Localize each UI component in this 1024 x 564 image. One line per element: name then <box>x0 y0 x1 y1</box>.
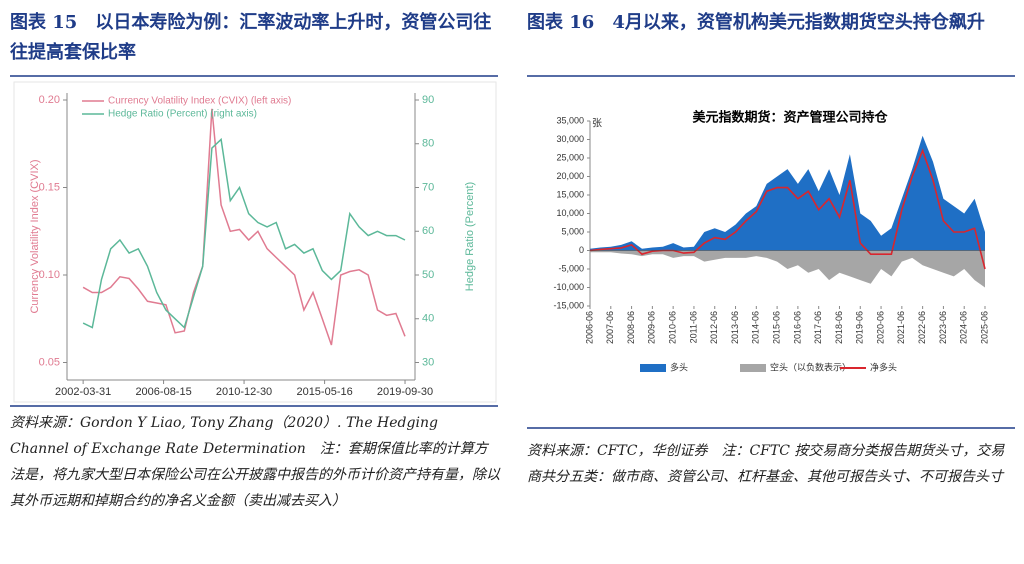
x-tick-label: 2025-06 <box>979 311 989 344</box>
x-tick-label: 2021-06 <box>896 311 906 344</box>
x-tick-label: 2014-06 <box>751 311 761 344</box>
legend-label: 空头（以负数表示） <box>770 361 851 372</box>
y-tick-label: -5,000 <box>558 263 584 273</box>
right-heading: 图表 16 4月以来，资管机构美元指数期货空头持仓飙升 <box>527 12 985 33</box>
y2-tick-label: 60 <box>422 225 434 237</box>
y2-tick-label: 40 <box>422 313 434 325</box>
y-tick-label: 0.10 <box>39 269 60 281</box>
y2-tick-label: 50 <box>422 269 434 281</box>
x-tick-label: 2015-05-16 <box>296 386 352 398</box>
x-tick-label: 2009-06 <box>647 311 657 344</box>
x-tick-label: 2024-06 <box>959 311 969 344</box>
x-tick-label: 2017-06 <box>813 311 823 344</box>
right-source-block: 资料来源：CFTC，华创证券 注：CFTC 按交易商分类报告期货头寸，交易商共分… <box>527 438 1017 490</box>
series-area <box>590 250 985 288</box>
y2-tick-label: 70 <box>422 181 434 193</box>
unit-label: 张 <box>592 118 602 130</box>
y-tick-label: 20,000 <box>556 171 584 181</box>
y-tick-label: 0.05 <box>39 356 60 368</box>
x-tick-label: 2006-06 <box>584 311 594 344</box>
y-axis-label: Currency Volatility Index (CVIX) <box>29 159 41 313</box>
y-tick-label: 10,000 <box>556 208 584 218</box>
y-tick-label: 35,000 <box>556 115 584 125</box>
x-tick-label: 2019-09-30 <box>377 386 433 398</box>
x-tick-label: 2012-06 <box>709 311 719 344</box>
legend-label: 多头 <box>670 361 688 372</box>
x-tick-label: 2020-06 <box>875 311 885 344</box>
x-tick-label: 2016-06 <box>792 311 802 344</box>
y-tick-label: 15,000 <box>556 189 584 199</box>
y-tick-label: 0.20 <box>39 94 60 106</box>
chart-frame <box>13 81 497 403</box>
legend-swatch <box>640 364 666 372</box>
x-tick-label: 2006-08-15 <box>135 386 191 398</box>
x-tick-label: 2007-06 <box>605 311 615 344</box>
legend-swatch <box>740 364 766 372</box>
y-tick-label: 25,000 <box>556 152 584 162</box>
series-line <box>589 148 986 270</box>
y-tick-label: 0 <box>579 245 584 255</box>
legend-label: 净多头 <box>870 361 897 372</box>
y2-axis-label: Hedge Ratio (Percent) <box>464 182 476 291</box>
y2-tick-label: 80 <box>422 138 434 150</box>
legend-label: Currency Volatility Index (CVIX) (left a… <box>108 96 291 107</box>
y2-tick-label: 90 <box>422 94 434 106</box>
series-area <box>590 135 985 251</box>
note: 注：CFTC 按交易商分类报告期货头寸，交易商共分五类：做市商、资管公司、杠杆基… <box>527 443 1005 485</box>
left-source-block: 资料来源：Gordon Y Liao, Tony Zhang（2020）. Th… <box>10 410 500 514</box>
series-line <box>82 108 406 346</box>
left-heading: 图表 15 以日本寿险为例：汇率波动率上升时，资管公司往往提高套保比率 <box>10 12 492 63</box>
y-tick-label: -15,000 <box>553 300 584 310</box>
y-tick-label: -10,000 <box>553 282 584 292</box>
x-tick-label: 2023-06 <box>938 311 948 344</box>
y-tick-label: 30,000 <box>556 134 584 144</box>
series-line <box>82 137 406 329</box>
x-tick-label: 2008-06 <box>626 311 636 344</box>
source: 资料来源：CFTC，华创证券 <box>527 443 708 459</box>
x-tick-label: 2019-06 <box>855 311 865 344</box>
x-tick-label: 2015-06 <box>771 311 781 344</box>
x-tick-label: 2010-06 <box>668 311 678 344</box>
y-tick-label: 0.15 <box>39 181 60 193</box>
legend-label: Hedge Ratio (Percent) (right axis) <box>108 109 257 120</box>
note: 注：套期保值比率的计算方法是，将九家大型日本保险公司在公开披露中报告的外币计价资… <box>10 441 500 509</box>
source: 资料来源：Gordon Y Liao, Tony Zhang（2020）. Th… <box>10 415 438 457</box>
x-tick-label: 2002-03-31 <box>55 386 111 398</box>
x-tick-label: 2018-06 <box>834 311 844 344</box>
y2-tick-label: 30 <box>422 356 434 368</box>
chart-title: 美元指数期货：资产管理公司持仓 <box>692 109 888 124</box>
y-tick-label: 5,000 <box>561 226 584 236</box>
x-tick-label: 2022-06 <box>917 311 927 344</box>
x-tick-label: 2010-12-30 <box>216 386 272 398</box>
x-tick-label: 2013-06 <box>730 311 740 344</box>
x-tick-label: 2011-06 <box>688 311 698 343</box>
